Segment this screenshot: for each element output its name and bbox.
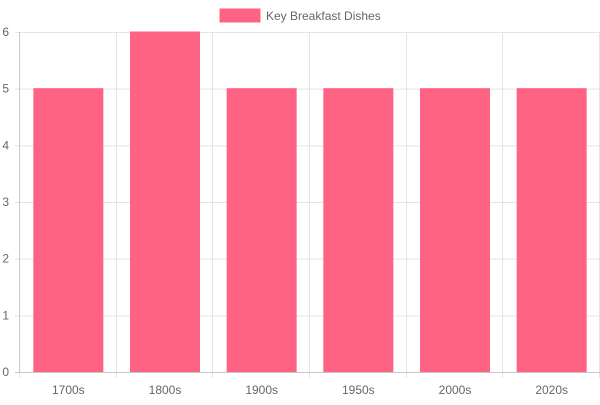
bar-1950s[interactable] bbox=[323, 88, 394, 373]
y-tick-label: 0 bbox=[2, 365, 9, 379]
bar-2020s[interactable] bbox=[516, 88, 587, 373]
x-tick-label: 2000s bbox=[439, 383, 472, 397]
legend-swatch[interactable] bbox=[219, 8, 261, 23]
y-tick-label: 5 bbox=[2, 82, 9, 96]
y-tick-label: 4 bbox=[2, 138, 9, 152]
y-tick-label: 3 bbox=[2, 195, 9, 209]
x-tick-label: 2020s bbox=[535, 383, 568, 397]
x-tick-label: 1950s bbox=[342, 383, 375, 397]
x-tick-label: 1700s bbox=[52, 383, 85, 397]
bars bbox=[33, 31, 587, 373]
legend[interactable]: Key Breakfast Dishes bbox=[219, 8, 381, 23]
y-tick-label: 6 bbox=[2, 25, 9, 39]
y-tick-label: 2 bbox=[2, 252, 9, 266]
axes: 0 1 2 3 4 5 6 1700s 1800s 1900s 1950s 2000s 2020s bbox=[2, 25, 600, 397]
bar-1800s[interactable] bbox=[130, 31, 200, 373]
x-tick-label: 1900s bbox=[245, 383, 278, 397]
y-tick-label: 1 bbox=[2, 308, 9, 322]
bar-1900s[interactable] bbox=[226, 88, 297, 373]
bar-1700s[interactable] bbox=[33, 88, 104, 373]
x-tick-label: 1800s bbox=[149, 383, 182, 397]
bar-2000s[interactable] bbox=[420, 88, 490, 373]
legend-label[interactable]: Key Breakfast Dishes bbox=[266, 9, 381, 23]
